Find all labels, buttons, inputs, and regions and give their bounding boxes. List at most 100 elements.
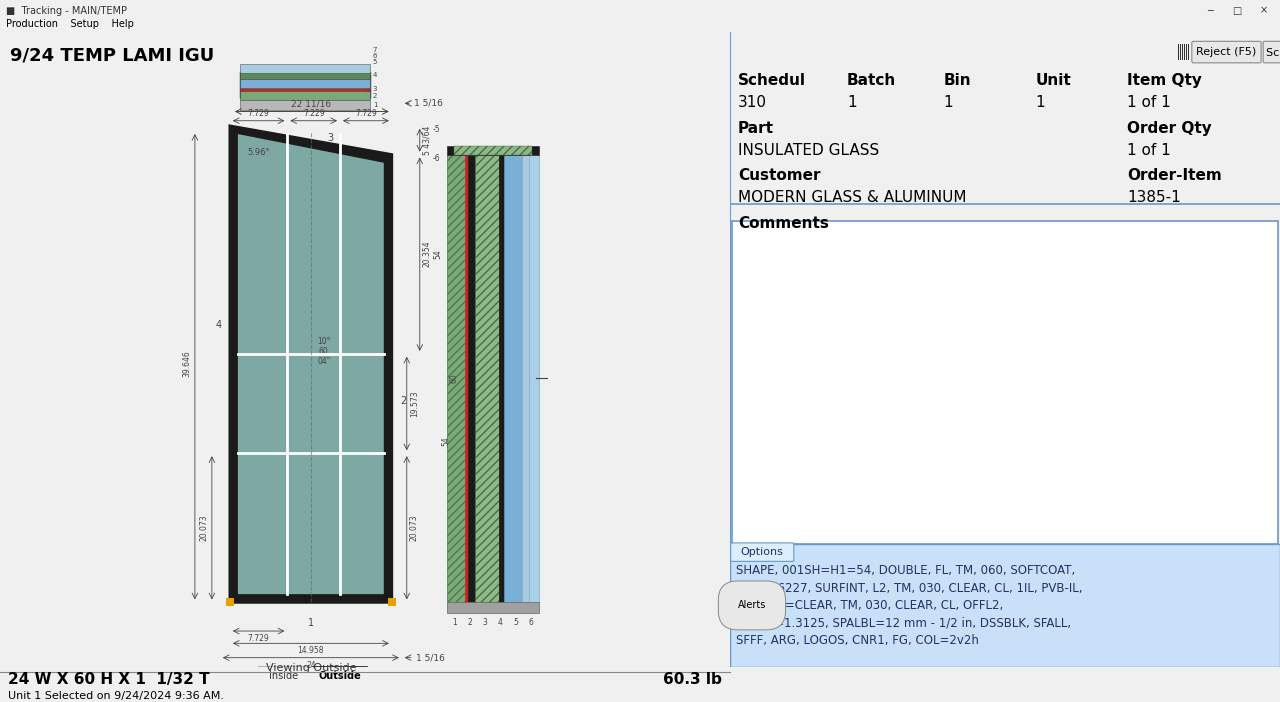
Text: 1 of 1: 1 of 1 (1128, 143, 1171, 158)
Text: 3: 3 (372, 86, 378, 92)
Text: 7.729: 7.729 (248, 110, 270, 118)
Bar (239, 91, 370, 100)
Text: Scan (F9): Scan (F9) (1266, 47, 1280, 57)
Text: Unit: Unit (1036, 72, 1071, 88)
Text: -6: -6 (433, 154, 440, 163)
Bar (447, 602, 539, 613)
Bar (239, 72, 370, 79)
Bar (239, 65, 370, 72)
Bar (504, 154, 522, 602)
Text: 5: 5 (372, 60, 378, 65)
Text: MODERN GLASS & ALUMINUM: MODERN GLASS & ALUMINUM (737, 190, 966, 206)
Text: 2: 2 (467, 618, 472, 627)
Text: 3: 3 (326, 133, 333, 143)
Text: SHAPE, 001SH=H1=54, DOUBLE, FL, TM, 060, SOFTCOAT,
CGSNX6227, SURFINT, L2, TM, 0: SHAPE, 001SH=H1=54, DOUBLE, FL, TM, 060,… (736, 564, 1082, 647)
Polygon shape (238, 134, 384, 594)
Text: 20.073: 20.073 (200, 515, 209, 541)
Bar (467, 154, 475, 602)
Text: 2: 2 (372, 93, 378, 99)
Text: □: □ (1231, 6, 1242, 15)
Text: -5: -5 (433, 126, 440, 135)
Text: Outside: Outside (319, 671, 361, 681)
Bar (239, 72, 370, 98)
Bar (447, 154, 465, 602)
FancyBboxPatch shape (257, 667, 310, 685)
Text: 24 W X 60 H X 1  1/32 T: 24 W X 60 H X 1 1/32 T (8, 673, 210, 687)
Text: 5: 5 (513, 618, 518, 627)
Bar (529, 154, 539, 602)
Bar (465, 154, 467, 602)
Text: 20.073: 20.073 (410, 515, 419, 541)
FancyBboxPatch shape (1192, 41, 1261, 63)
Text: 1: 1 (943, 95, 954, 110)
Text: ─: ─ (1207, 6, 1212, 15)
Text: 1: 1 (452, 618, 457, 627)
Bar (475, 154, 499, 602)
Bar (388, 598, 396, 607)
Bar (730, 544, 1280, 667)
Text: 6: 6 (529, 618, 534, 627)
Text: Production    Setup    Help: Production Setup Help (6, 19, 134, 29)
Text: 3: 3 (483, 618, 488, 627)
Bar (239, 88, 370, 91)
Bar (732, 221, 1277, 544)
Text: Part: Part (737, 121, 773, 135)
Text: Viewing Outside: Viewing Outside (265, 663, 356, 673)
Text: 7.229: 7.229 (303, 110, 324, 118)
Text: INSULATED GLASS: INSULATED GLASS (737, 143, 879, 158)
Text: ×: × (1260, 6, 1267, 15)
FancyBboxPatch shape (312, 667, 367, 685)
Text: 310: 310 (737, 95, 767, 110)
Bar (239, 100, 370, 110)
Text: 1 5/16: 1 5/16 (413, 99, 443, 108)
Text: 1385-1: 1385-1 (1128, 190, 1181, 206)
Text: 19.573: 19.573 (410, 390, 419, 417)
Text: 1: 1 (847, 95, 856, 110)
Text: 54: 54 (442, 436, 451, 446)
Text: 20.354: 20.354 (422, 241, 431, 267)
Text: 22 11/16: 22 11/16 (291, 100, 332, 108)
Text: Batch: Batch (847, 72, 896, 88)
Text: 54: 54 (434, 249, 443, 259)
Text: 1 5/16: 1 5/16 (416, 653, 444, 662)
Text: 5.96°: 5.96° (248, 148, 270, 157)
Text: 4: 4 (216, 319, 221, 330)
Text: Order Qty: Order Qty (1128, 121, 1212, 135)
Polygon shape (230, 126, 392, 602)
Bar (246, 74, 364, 95)
Text: 1: 1 (372, 102, 378, 108)
Text: Item Qty: Item Qty (1128, 72, 1202, 88)
Bar (453, 146, 531, 154)
Text: Bin: Bin (943, 72, 972, 88)
Text: 1 of 1: 1 of 1 (1128, 95, 1171, 110)
Text: 14.958: 14.958 (297, 647, 324, 656)
Text: 60.3 lb: 60.3 lb (663, 673, 722, 687)
Bar (225, 598, 234, 607)
Text: 1: 1 (1036, 95, 1044, 110)
Text: Comments: Comments (737, 216, 828, 231)
Text: 7.729: 7.729 (355, 110, 376, 118)
Text: 60: 60 (449, 373, 458, 383)
FancyBboxPatch shape (1263, 41, 1280, 63)
Bar (447, 146, 539, 154)
Text: 4: 4 (372, 72, 378, 78)
Text: 39.646: 39.646 (183, 351, 192, 378)
Text: Alerts: Alerts (737, 600, 767, 611)
Text: 9/24 TEMP LAMI IGU: 9/24 TEMP LAMI IGU (10, 47, 214, 65)
FancyBboxPatch shape (731, 543, 794, 562)
Bar (499, 154, 504, 602)
Bar (239, 79, 370, 88)
Text: 2: 2 (399, 396, 406, 406)
Text: ■  Tracking - MAIN/TEMP: ■ Tracking - MAIN/TEMP (6, 6, 128, 15)
Text: 7: 7 (372, 47, 378, 53)
Text: Unit 1 Selected on 9/24/2024 9:36 AM.: Unit 1 Selected on 9/24/2024 9:36 AM. (8, 691, 224, 701)
Bar (522, 154, 529, 602)
Text: 5 43/64: 5 43/64 (422, 126, 431, 155)
Text: 4: 4 (498, 618, 503, 627)
Text: 24: 24 (306, 661, 316, 670)
Text: 6: 6 (372, 53, 378, 59)
Text: Customer: Customer (737, 168, 820, 183)
Text: Schedul: Schedul (737, 72, 805, 88)
Text: Order-Item: Order-Item (1128, 168, 1222, 183)
Text: 1: 1 (307, 618, 314, 628)
